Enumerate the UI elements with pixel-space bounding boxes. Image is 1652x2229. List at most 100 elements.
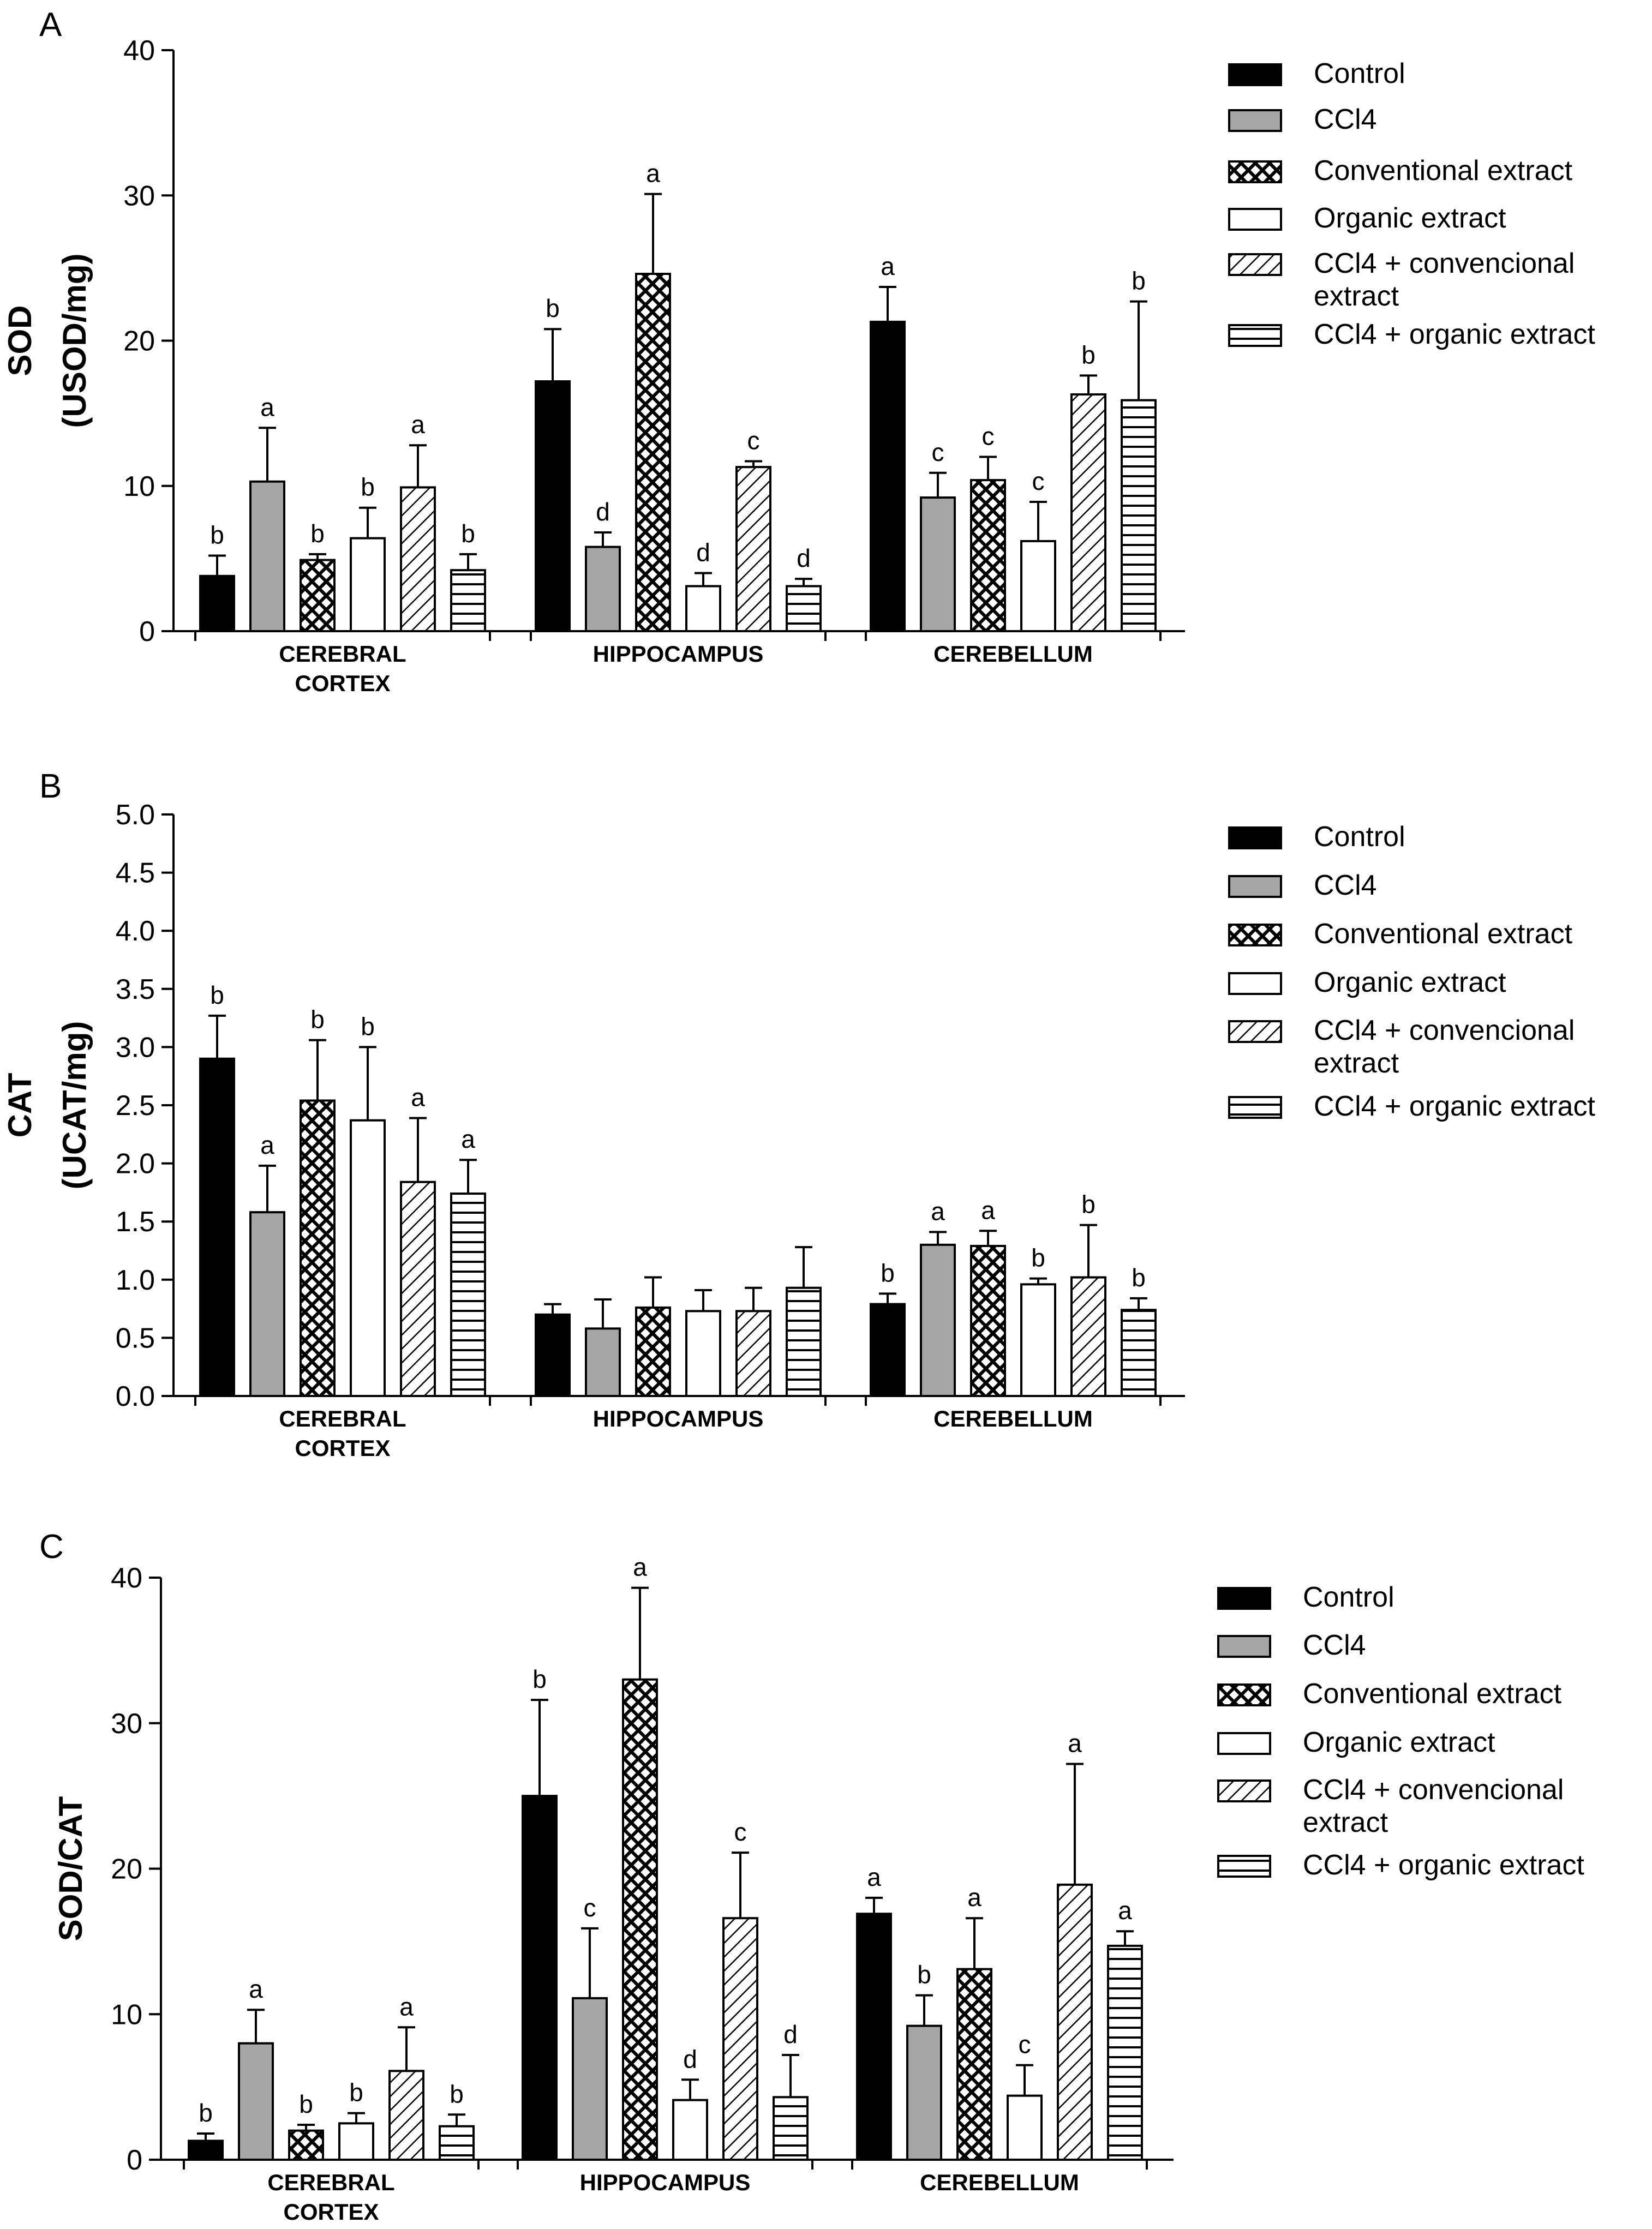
significance-letter: a [633,1553,647,1581]
bar-ccl4-convencional-extract-cerebellum [1057,1883,1093,2161]
legend-swatch-ccl4 [1228,875,1282,898]
legend-label-control: Control [1314,58,1405,89]
bar-organic-extract-hippocampus [685,1310,721,1398]
bar-control-hippocampus [535,1313,571,1398]
significance-letter: c [1032,467,1045,495]
y-axis-title-line: SOD/CAT [52,1796,89,1942]
significance-letter: b [210,521,224,549]
significance-letter: a [867,1863,881,1891]
bar-organic-extract-hippocampus [672,2099,708,2161]
bar-control-cerebellum [870,320,906,632]
significance-letter: a [967,1883,981,1912]
significance-letter: b [299,2090,313,2118]
bar-conventional-extract-cerebral-cortex [300,559,336,632]
bar-organic-extract-cerebellum [1020,1283,1056,1397]
significance-letter: d [596,498,610,526]
category-label-hippocampus: HIPPOCAMPUS [593,641,764,667]
bar-ccl4-convencional-extract-cerebral-cortex [388,2070,424,2161]
bar-control-cerebral-cortex [199,1057,235,1397]
bar-conventional-extract-cerebral-cortex [300,1099,336,1398]
significance-letter: c [932,438,944,466]
legend-label-line: CCl4 + convencional [1314,1015,1575,1046]
significance-letter: b [310,519,325,548]
significance-letter: b [881,1259,895,1287]
legend-label-line: extract [1314,280,1399,312]
significance-letter: b [199,2099,213,2127]
significance-letter: b [1132,1263,1146,1292]
legend-swatch-ccl4-convencional-extract [1228,1020,1282,1043]
legend-label-ccl4-convencional-extract: CCl4 + convencional extract [1314,1015,1575,1079]
legend-label-control: Control [1314,821,1405,853]
legend-swatch-ccl4-organic-extract [1217,1855,1271,1878]
y-tick-label: 3.5 [116,974,155,1005]
bar-conventional-extract-hippocampus [622,1678,658,2161]
legend-swatch-ccl4 [1217,1635,1271,1658]
bar-organic-extract-cerebellum [1007,2094,1043,2161]
bar-ccl4-cerebellum [920,496,956,632]
y-tick-label: 0 [127,2144,142,2176]
legend-label-conventional-extract: Conventional extract [1314,918,1573,950]
bar-control-cerebral-cortex [199,574,235,632]
plot-area-a: 0 10 20 30 40 SOD (USOD/mg) CEREBRAL CORTEX HIPPO… [2,35,1185,696]
bar-control-hippocampus [535,380,571,632]
bar-ccl4-cerebral-cortex [249,480,285,632]
bar-ccl4-convencional-extract-cerebellum [1070,1276,1106,1397]
significance-letter: a [249,1975,263,2003]
significance-letter: d [783,2020,798,2048]
significance-letter: a [461,1125,475,1153]
y-axis-title-line: (USOD/mg) [56,254,93,428]
bar-ccl4-organic-extract-cerebellum [1121,1309,1157,1397]
panel-label-a: A [39,6,62,44]
category-label-cerebellum: CEREBELLUM [933,1406,1093,1431]
significance-letter: a [881,252,895,280]
category-label-cerebral-cortex: CORTEX [295,670,390,696]
bar-ccl4-cerebral-cortex [238,2042,274,2161]
category-label-cerebral-cortex: CEREBRAL [267,2170,394,2195]
significance-letter: a [981,1196,995,1224]
legend-swatch-ccl4-organic-extract [1228,1096,1282,1119]
bar-ccl4-hippocampus [585,1327,621,1397]
significance-letter: c [982,422,995,451]
bar-organic-extract-cerebellum [1020,540,1056,632]
bar-ccl4-cerebellum [906,2024,942,2161]
plot-area-b: 0.0 0.5 1.0 1.5 2.0 2.5 3.0 3.5 4.0 4.5 5.0 CAT (UCA… [2,799,1185,1461]
chart-panel-c: C 0 10 20 30 40 SOD/CAT CEREBRAL CORTEX HIPPOCAM… [39,1528,1584,2225]
chart-panel-b: B 0.0 0.5 1.0 1.5 2.0 2.5 3.0 3.5 4.0 4.5 5.0 CAT (U… [2,768,1595,1461]
significance-letter: c [734,1818,747,1846]
bar-ccl4-cerebellum [920,1243,956,1398]
bar-ccl4-organic-extract-cerebellum [1107,1944,1143,2161]
legend-swatch-conventional-extract [1228,160,1282,183]
bar-ccl4-organic-extract-cerebral-cortex [450,1193,486,1397]
bar-ccl4-cerebral-cortex [249,1211,285,1398]
legend-label-ccl4-organic-extract: CCl4 + organic extract [1314,319,1595,350]
y-tick-label: 0 [139,616,155,648]
significance-letter: b [310,1005,325,1034]
significance-letter: b [361,1012,375,1040]
significance-letter: b [450,2080,464,2108]
y-tick-label: 5.0 [116,799,155,831]
significance-letter: c [747,426,760,454]
legend-label-ccl4: CCl4 [1314,104,1377,135]
category-label-hippocampus: HIPPOCAMPUS [580,2170,751,2195]
significance-letter: b [361,473,375,501]
legend-c: Control CCl4 Conventional extract Organic e… [1217,1581,1584,1881]
legend-label-conventional-extract: Conventional extract [1303,1678,1562,1710]
y-axis-title: SOD (USOD/mg) [2,254,93,428]
legend-swatch-ccl4-convencional-extract [1228,253,1282,276]
y-tick-label: 0.0 [116,1381,155,1412]
legend-label-ccl4: CCl4 [1303,1629,1366,1661]
significance-letter: b [1081,1190,1096,1219]
y-tick-label: 10 [123,471,155,502]
legend-swatch-organic-extract [1228,208,1282,231]
significance-letter: b [532,1665,547,1693]
category-label-hippocampus: HIPPOCAMPUS [593,1406,764,1431]
legend-b: Control CCl4 Conventional extract Organic e… [1228,821,1595,1122]
legend-swatch-organic-extract [1217,1732,1271,1755]
bar-ccl4-organic-extract-hippocampus [786,1286,822,1398]
legend-swatch-control [1228,826,1282,849]
category-label-cerebral-cortex: CEREBRAL [279,1406,406,1431]
category-label-cerebellum: CEREBELLUM [933,641,1093,667]
y-tick-label: 4.0 [116,915,155,947]
legend-label-line: extract [1314,1047,1399,1079]
